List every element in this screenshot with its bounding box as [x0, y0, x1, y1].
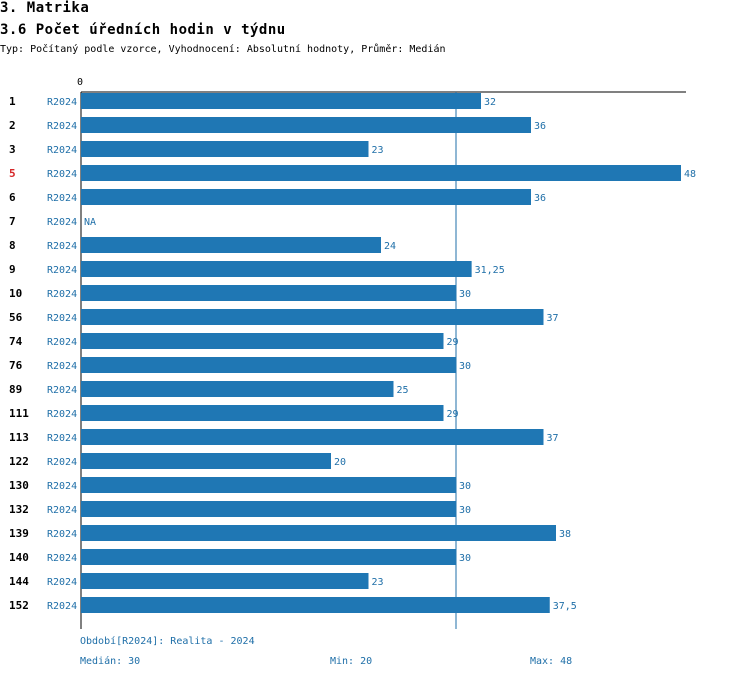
value-label: 31,25 [475, 265, 505, 276]
series-label: R2024 [47, 97, 77, 108]
bar [81, 285, 456, 301]
series-label: R2024 [47, 337, 77, 348]
category-label: 132 [9, 503, 29, 516]
footer-min: Min: 20 [330, 656, 373, 667]
value-label: 32 [484, 97, 496, 108]
bar [81, 165, 681, 181]
category-label: 89 [9, 383, 22, 396]
bar [81, 141, 369, 157]
bar [81, 189, 531, 205]
value-label: 37 [547, 433, 559, 444]
bar [81, 597, 550, 613]
value-label: 36 [534, 121, 546, 132]
bar [81, 309, 544, 325]
category-label: 111 [9, 407, 29, 420]
axis-zero-label: 0 [77, 77, 83, 88]
series-label: R2024 [47, 193, 77, 204]
series-label: R2024 [47, 409, 77, 420]
bar [81, 237, 381, 253]
series-label: R2024 [47, 433, 77, 444]
category-label: 5 [9, 167, 16, 180]
category-label: 122 [9, 455, 29, 468]
category-label: 10 [9, 287, 22, 300]
value-label: 24 [384, 241, 396, 252]
series-label: R2024 [47, 529, 77, 540]
bar [81, 93, 481, 109]
bar [81, 357, 456, 373]
bar [81, 117, 531, 133]
value-label: 25 [397, 385, 409, 396]
value-label: 30 [459, 289, 471, 300]
series-label: R2024 [47, 601, 77, 612]
category-label: 140 [9, 551, 29, 564]
value-label: 20 [334, 457, 346, 468]
value-label: 30 [459, 481, 471, 492]
category-label: 76 [9, 359, 23, 372]
series-label: R2024 [47, 241, 77, 252]
footer-max: Max: 48 [530, 656, 573, 667]
bar [81, 381, 394, 397]
series-label: R2024 [47, 553, 77, 564]
value-label: 23 [372, 145, 384, 156]
footer-period: Období[R2024]: Realita - 2024 [80, 636, 255, 647]
category-label: 8 [9, 239, 16, 252]
value-label: NA [84, 217, 96, 228]
value-label: 30 [459, 553, 471, 564]
category-label: 139 [9, 527, 29, 540]
category-label: 152 [9, 599, 29, 612]
series-label: R2024 [47, 481, 77, 492]
series-label: R2024 [47, 361, 77, 372]
value-label: 38 [559, 529, 571, 540]
bar [81, 573, 369, 589]
category-label: 2 [9, 119, 16, 132]
series-label: R2024 [47, 169, 77, 180]
footer-median: Medián: 30 [80, 656, 141, 667]
value-label: 36 [534, 193, 546, 204]
series-label: R2024 [47, 457, 77, 468]
category-label: 1 [9, 95, 16, 108]
value-label: 23 [372, 577, 384, 588]
bar [81, 501, 456, 517]
category-label: 56 [9, 311, 23, 324]
value-label: 30 [459, 361, 471, 372]
category-label: 7 [9, 215, 16, 228]
category-label: 3 [9, 143, 16, 156]
bar-chart: 0 1 R2024 32 2 R2024 36 3 R2024 23 5 R2024 48 6 R2024 3… [9, 77, 696, 629]
series-label: R2024 [47, 385, 77, 396]
bar [81, 405, 444, 421]
bar [81, 549, 456, 565]
series-label: R2024 [47, 505, 77, 516]
series-label: R2024 [47, 121, 77, 132]
category-label: 6 [9, 191, 16, 204]
bar [81, 261, 472, 277]
bar [81, 525, 556, 541]
value-label: 48 [684, 169, 696, 180]
bar [81, 477, 456, 493]
category-label: 9 [9, 263, 16, 276]
category-label: 74 [9, 335, 23, 348]
series-label: R2024 [47, 217, 77, 228]
series-label: R2024 [47, 265, 77, 276]
bar [81, 453, 331, 469]
series-label: R2024 [47, 289, 77, 300]
series-label: R2024 [47, 577, 77, 588]
category-label: 113 [9, 431, 29, 444]
section-heading: 3. Matrika [0, 0, 90, 16]
category-label: 144 [9, 575, 29, 588]
value-label: 30 [459, 505, 471, 516]
series-label: R2024 [47, 145, 77, 156]
value-label: 29 [447, 409, 459, 420]
bar [81, 429, 544, 445]
value-label: 37 [547, 313, 559, 324]
chart-title: 3.6 Počet úředních hodin v týdnu [0, 22, 286, 38]
bar [81, 333, 444, 349]
series-label: R2024 [47, 313, 77, 324]
value-label: 29 [447, 337, 459, 348]
chart-info: Typ: Počítaný podle vzorce, Vyhodnocení:… [0, 44, 446, 55]
category-label: 130 [9, 479, 29, 492]
value-label: 37,5 [553, 601, 577, 612]
